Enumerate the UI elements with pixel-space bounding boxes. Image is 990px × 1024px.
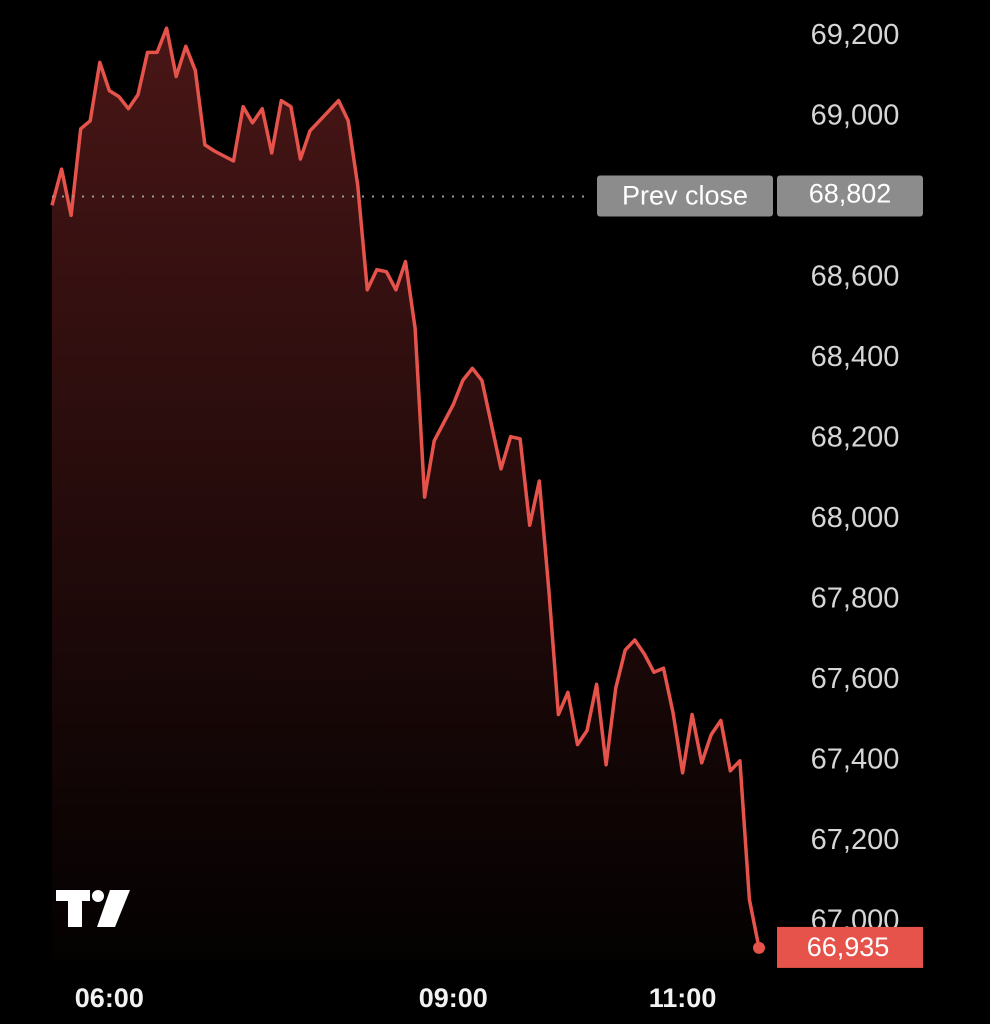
y-tick-label: 68,400 (811, 341, 900, 373)
price-line (50, 26, 761, 949)
y-tick-label: 68,600 (811, 260, 900, 292)
y-tick-label: 67,400 (811, 743, 900, 775)
current-price-label: 66,935 (807, 932, 890, 962)
prev-close-value: 68,802 (809, 179, 892, 209)
y-tick-label: 67,200 (811, 824, 900, 856)
x-tick-label: 06:00 (75, 983, 144, 1013)
prev-close-label: Prev close (622, 181, 748, 211)
x-tick-label: 09:00 (419, 983, 488, 1013)
y-tick-label: 67,600 (811, 663, 900, 695)
area (52, 28, 759, 960)
logo (56, 890, 130, 927)
current-price-box (777, 926, 923, 968)
last-point (753, 941, 765, 954)
x-tick-label: 11:00 (649, 983, 717, 1013)
prev-close-box (597, 175, 773, 217)
y-tick-label: 69,200 (811, 19, 900, 51)
y-tick-label: 69,000 (811, 99, 900, 131)
prev-close-value-box (777, 175, 923, 217)
y-tick-label: 68,000 (811, 502, 900, 534)
y-tick-label: 67,800 (811, 582, 900, 614)
y-tick-label: 68,200 (811, 421, 900, 453)
